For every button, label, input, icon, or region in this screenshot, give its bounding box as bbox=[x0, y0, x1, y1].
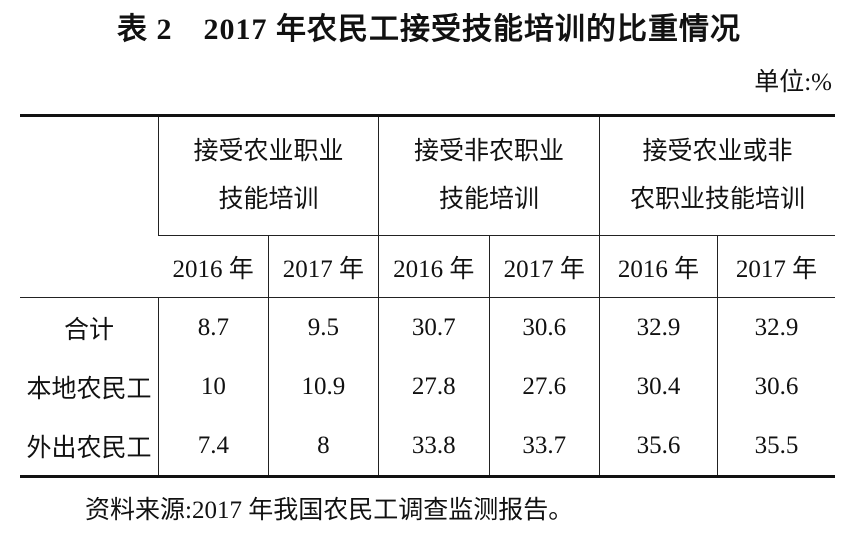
cell-value: 10 bbox=[158, 357, 269, 416]
year-header: 2017 年 bbox=[267, 235, 379, 298]
cell-value: 32.9 bbox=[717, 297, 835, 357]
cell-value: 9.5 bbox=[267, 297, 379, 357]
group-header-line: 接受非农职业 bbox=[413, 138, 564, 165]
cell-value: 30.6 bbox=[717, 357, 835, 416]
group-header: 接受非农职业 技能培训 bbox=[378, 115, 600, 236]
data-row: 本地农民工 10 10.9 27.8 27.6 30.4 30.6 bbox=[20, 357, 835, 416]
data-row: 合计 8.7 9.5 30.7 30.6 32.9 32.9 bbox=[20, 297, 835, 357]
group-header-line: 技能培训 bbox=[438, 186, 539, 213]
group-header-line: 接受农业或非 bbox=[642, 138, 793, 165]
row-label: 合计 bbox=[63, 316, 114, 344]
cell-value: 32.9 bbox=[598, 297, 718, 357]
cell-value: 27.8 bbox=[378, 357, 489, 416]
cell-value: 30.4 bbox=[598, 357, 718, 416]
cell-value: 8 bbox=[267, 416, 379, 477]
cell-value: 33.8 bbox=[378, 416, 489, 477]
table-title: 表 2 2017 年农民工接受技能培训的比重情况 bbox=[117, 13, 741, 46]
group-header-line: 技能培训 bbox=[218, 186, 319, 213]
unit-label: 单位:% bbox=[754, 69, 832, 96]
group-header-line: 接受农业职业 bbox=[193, 138, 344, 165]
row-label: 外出农民工 bbox=[26, 434, 152, 462]
group-header-row: 接受农业职业 技能培训 接受非农职业 技能培训 接受农业或非 农职业技能培训 bbox=[20, 115, 835, 298]
group-header: 接受农业或非 农职业技能培训 bbox=[598, 115, 835, 236]
year-header: 2016 年 bbox=[598, 235, 718, 298]
group-header-line: 农职业技能培训 bbox=[629, 186, 805, 213]
cell-value: 35.6 bbox=[598, 416, 718, 477]
row-label: 本地农民工 bbox=[26, 375, 152, 403]
year-header: 2016 年 bbox=[158, 235, 269, 298]
year-row: 2016 年 2017 年 2016 年 2017 年 2016 年 2017 年 bbox=[20, 235, 835, 298]
year-header: 2016 年 bbox=[378, 235, 489, 298]
group-header: 接受农业职业 技能培训 bbox=[157, 115, 379, 236]
cell-value: 8.7 bbox=[158, 297, 269, 357]
cell-value: 27.6 bbox=[488, 357, 600, 416]
data-row: 外出农民工 7.4 8 33.8 33.7 35.6 35.5 bbox=[20, 416, 835, 477]
year-header: 2017 年 bbox=[488, 235, 600, 298]
year-header: 2017 年 bbox=[717, 235, 835, 298]
source-note: 资料来源:2017 年我国农民工调查监测报告。 bbox=[85, 497, 574, 524]
cell-value: 7.4 bbox=[158, 416, 269, 477]
cell-value: 10.9 bbox=[267, 357, 379, 416]
cell-value: 30.6 bbox=[488, 297, 600, 357]
cell-value: 33.7 bbox=[488, 416, 600, 477]
corner-cell bbox=[20, 115, 159, 298]
cell-value: 30.7 bbox=[378, 297, 489, 357]
cell-value: 35.5 bbox=[717, 416, 835, 477]
